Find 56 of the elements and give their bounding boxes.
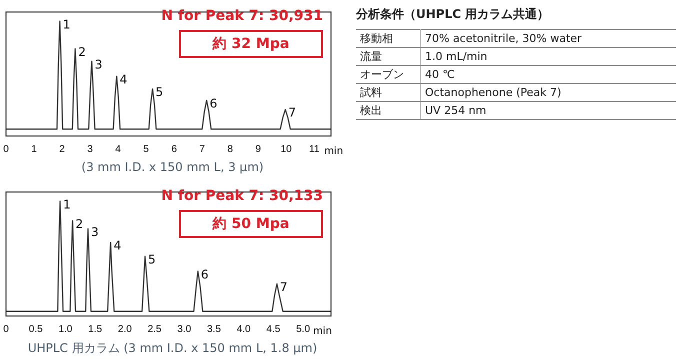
x-tick-label: 0	[3, 324, 10, 335]
x-tick-label: 8	[227, 144, 234, 155]
x-tick-label: 3.5	[207, 324, 222, 335]
annotation: 5	[156, 85, 164, 100]
annotation: 約 32 Mpa	[179, 30, 323, 58]
x-tick-label: 0	[3, 144, 10, 155]
text: 分析条件（UHPLC 用カラム共通）	[356, 6, 550, 23]
x-tick-label: 5	[143, 144, 150, 155]
x-tick-label: 4	[115, 144, 122, 155]
text: Octanophenone (Peak 7)	[420, 84, 676, 102]
x-tick-label: 2.0	[118, 324, 132, 335]
x-tick-label: 7	[199, 144, 206, 155]
x-tick-label: 3	[87, 144, 94, 155]
x-tick-label: 5.0	[296, 324, 310, 335]
x-tick-label: 11	[308, 144, 320, 155]
x-tick-label: 6	[171, 144, 178, 155]
x-tick-label: 1	[31, 144, 38, 155]
x-axis-title: min	[313, 326, 332, 337]
text: UV 254 nm	[420, 102, 676, 120]
x-tick-label: 4.5	[266, 324, 281, 335]
x-tick-label: 4.0	[236, 324, 252, 335]
x-tick-label: 2.5	[148, 324, 162, 335]
x-tick-label: 0.5	[28, 324, 44, 335]
annotation: 3	[90, 224, 99, 239]
annotation: 1	[63, 197, 71, 212]
text: (3 mm I.D. x 150 mm L, 3 μm)	[80, 160, 265, 174]
annotation: 1	[62, 17, 70, 32]
annotation: 6	[200, 267, 209, 282]
annotation: N for Peak 7: 30,931	[161, 8, 323, 24]
text: 70% acetonitrile, 30% water	[420, 30, 676, 48]
annotation: 約 50 Mpa	[179, 210, 323, 238]
text: 1.0 mL/min	[420, 48, 676, 66]
text: 検出	[356, 102, 420, 120]
annotation: 2	[76, 216, 84, 231]
annotation: 7	[288, 106, 296, 120]
x-tick-label: 3.0	[177, 324, 192, 335]
annotation: 4	[120, 72, 128, 86]
annotation: N for Peak 7: 30,133	[161, 188, 323, 204]
annotation: 7	[280, 280, 288, 294]
x-tick-label: 2	[59, 144, 66, 155]
text: オーブン	[356, 66, 420, 84]
annotation: 3	[94, 57, 102, 72]
annotation: 2	[78, 44, 86, 59]
x-axis-title: min	[324, 146, 344, 157]
x-tick-label: 1.0	[58, 324, 73, 335]
text: 移動相	[356, 30, 420, 48]
text: UHPLC 用カラム (3 mm I.D. x 150 mm L, 1.8 μm)	[26, 340, 318, 357]
annotation: 5	[148, 252, 156, 266]
text: 試料	[356, 84, 420, 102]
text: 40 ℃	[420, 66, 676, 84]
x-tick-label: 10	[280, 144, 292, 155]
x-tick-label: 9	[255, 144, 262, 155]
x-tick-label: 1.5	[88, 324, 103, 335]
text: 流量	[356, 48, 420, 66]
annotation: 4	[114, 238, 122, 253]
annotation: 6	[210, 96, 218, 111]
